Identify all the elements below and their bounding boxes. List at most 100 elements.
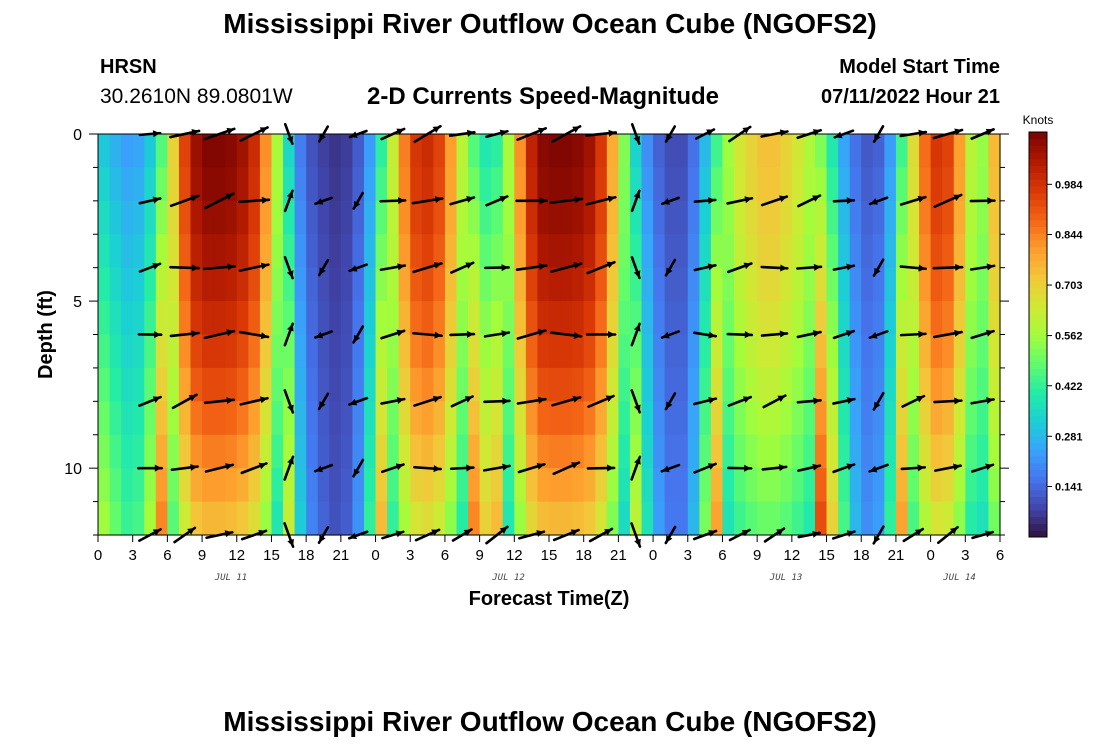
heatmap-cell	[398, 134, 411, 169]
heatmap-cell	[444, 167, 458, 202]
current-vector-head	[917, 464, 925, 472]
current-vector-head	[846, 463, 855, 471]
heatmap-cell	[375, 434, 388, 469]
heatmap-cell	[919, 334, 932, 369]
heatmap-cell	[583, 134, 596, 169]
heatmap-cell	[930, 167, 943, 202]
heatmap-cell	[444, 200, 458, 235]
heatmap-cell	[514, 334, 527, 369]
current-vector-head	[395, 530, 404, 538]
heatmap-cell	[444, 134, 458, 169]
heatmap-cell	[641, 401, 654, 436]
heatmap-cell	[745, 401, 758, 436]
heatmap-cell	[734, 367, 747, 402]
heatmap-cell	[317, 401, 330, 436]
heatmap-cell	[942, 267, 955, 302]
heatmap-cell	[849, 334, 862, 369]
heatmap-cell	[363, 134, 377, 169]
current-vector-head	[261, 196, 269, 204]
heatmap-cell	[271, 167, 284, 202]
heatmap-cell	[838, 134, 851, 169]
heatmap-cell	[514, 468, 527, 503]
heatmap-cell	[468, 367, 481, 402]
current-vector-head	[152, 263, 161, 270]
heatmap-cell	[479, 134, 492, 169]
heatmap-cell	[444, 401, 458, 436]
heatmap-cell	[572, 401, 585, 436]
heatmap-cell	[352, 167, 365, 202]
heatmap-cell	[838, 200, 851, 235]
heatmap-cell	[676, 367, 689, 402]
heatmap-cell	[606, 167, 619, 202]
heatmap-cell	[329, 401, 342, 436]
heatmap-cell	[745, 501, 758, 536]
model-start-time: 07/11/2022 Hour 21	[820, 86, 1000, 108]
heatmap-cell	[942, 200, 955, 235]
heatmap-cell	[664, 434, 677, 469]
heatmap-cell	[895, 334, 909, 369]
heatmap-cell	[965, 501, 978, 536]
heatmap-cell	[884, 167, 897, 202]
heatmap-cell	[988, 334, 1001, 369]
heatmap-cell	[895, 301, 909, 336]
x-tick-label: 3	[406, 547, 414, 564]
heatmap-cell	[988, 401, 1001, 436]
heatmap-cell	[225, 134, 238, 169]
heatmap-cell	[942, 334, 955, 369]
heatmap-cell	[699, 334, 712, 369]
heatmap-cell	[167, 267, 180, 302]
heatmap-cell	[838, 501, 851, 536]
current-vector-head	[744, 464, 752, 472]
colorbar-segment	[1029, 273, 1047, 281]
heatmap-cell	[606, 267, 619, 302]
heatmap-cell	[976, 200, 990, 235]
heatmap-cell	[340, 301, 354, 336]
heatmap-cell	[745, 267, 758, 302]
heatmap-cell	[329, 334, 342, 369]
heatmap-cell	[618, 468, 631, 503]
heatmap-cell	[271, 501, 284, 536]
heatmap-cell	[98, 301, 111, 336]
heatmap-cell	[259, 401, 273, 436]
current-vector-head	[954, 128, 963, 136]
heatmap-cell	[965, 334, 978, 369]
heatmap-cell	[814, 468, 828, 503]
heatmap-cell	[456, 434, 469, 469]
heatmap-cell	[803, 134, 816, 169]
heatmap-cell	[456, 468, 469, 503]
heatmap-cell	[340, 134, 354, 169]
heatmap-cell	[780, 501, 793, 536]
current-vector-head	[874, 267, 881, 276]
current-vector-head	[432, 395, 441, 403]
current-vector-head	[812, 463, 820, 471]
date-label: JUL 13	[769, 573, 803, 583]
current-vector-head	[286, 270, 294, 279]
heatmap-cell	[410, 267, 423, 302]
heatmap-cell	[722, 468, 735, 503]
heatmap-cell	[895, 367, 909, 402]
heatmap-cell	[514, 267, 527, 302]
heatmap-cell	[745, 167, 758, 202]
x-tick-label: 15	[818, 547, 835, 564]
heatmap-cell	[468, 200, 481, 235]
heatmap-cell	[271, 134, 284, 169]
heatmap-cell	[942, 501, 955, 536]
heatmap-cell	[976, 167, 990, 202]
heatmap-cell	[444, 501, 458, 536]
heatmap-cell	[317, 234, 330, 269]
heatmap-cell	[491, 334, 504, 369]
heatmap-cell	[572, 267, 585, 302]
heatmap-cell	[213, 134, 226, 169]
heatmap-cell	[653, 267, 666, 302]
heatmap-cell	[595, 234, 608, 269]
heatmap-cell	[595, 401, 608, 436]
heatmap-cell	[375, 234, 388, 269]
heatmap-cell	[976, 501, 990, 536]
heatmap-cell	[814, 267, 828, 302]
heatmap-cell	[317, 501, 330, 536]
heatmap-cell	[618, 134, 631, 169]
heatmap-cell	[410, 401, 423, 436]
heatmap-cell	[895, 234, 909, 269]
colorbar-segment	[1029, 503, 1047, 511]
heatmap-cell	[525, 401, 539, 436]
